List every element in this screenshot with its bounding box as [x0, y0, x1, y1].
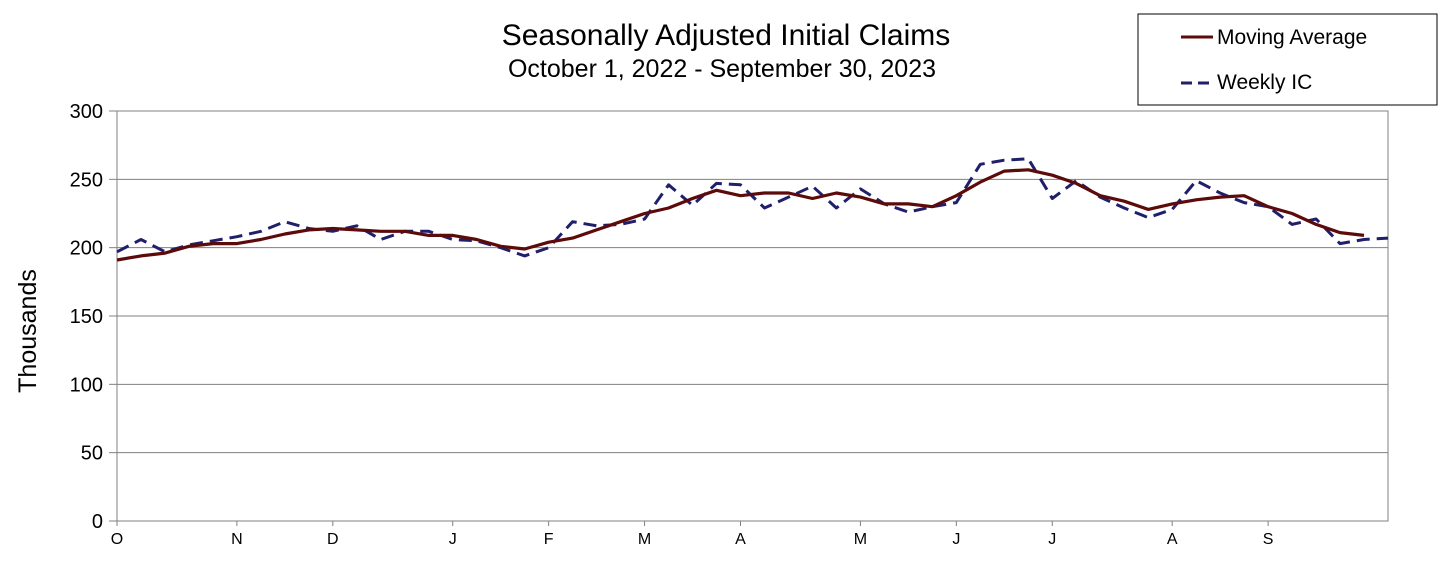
x-tick-label: M: [638, 531, 651, 548]
legend-box: [1137, 13, 1438, 106]
y-tick-label: 200: [70, 238, 103, 260]
x-tick-label: N: [231, 531, 243, 548]
series-line-moving-average: [116, 168, 1365, 262]
y-tick-label: 300: [70, 101, 103, 123]
y-tick-label: 150: [70, 306, 103, 328]
legend-label-moving-average: Moving Average: [1217, 26, 1367, 49]
x-tick-label: F: [544, 531, 554, 548]
y-tick-label: 100: [70, 374, 103, 396]
y-axis-label: Thousands: [14, 269, 42, 393]
y-axis: 0 50 100 150 200 250 300: [70, 101, 117, 533]
x-tick-label: A: [735, 531, 746, 548]
chart-title: Seasonally Adjusted Initial Claims: [502, 19, 951, 52]
x-tick-label: M: [854, 531, 867, 548]
x-tick-label: O: [111, 531, 123, 548]
gridlines: [117, 178, 1388, 454]
x-tick-label: A: [1167, 531, 1178, 548]
y-tick-label: 0: [92, 511, 103, 533]
legend: Moving Average Weekly IC: [1137, 13, 1438, 106]
x-tick-label: J: [449, 531, 457, 548]
y-tick-label: 50: [81, 443, 103, 465]
series-lines: [116, 157, 1389, 262]
x-tick-label: D: [327, 531, 339, 548]
y-tick-label: 250: [70, 169, 103, 191]
chart-subtitle: October 1, 2022 - September 30, 2023: [508, 55, 936, 83]
x-tick-label: J: [952, 531, 960, 548]
x-tick-label: S: [1263, 531, 1274, 548]
legend-label-weekly-ic: Weekly IC: [1217, 71, 1312, 94]
x-tick-label: J: [1048, 531, 1056, 548]
